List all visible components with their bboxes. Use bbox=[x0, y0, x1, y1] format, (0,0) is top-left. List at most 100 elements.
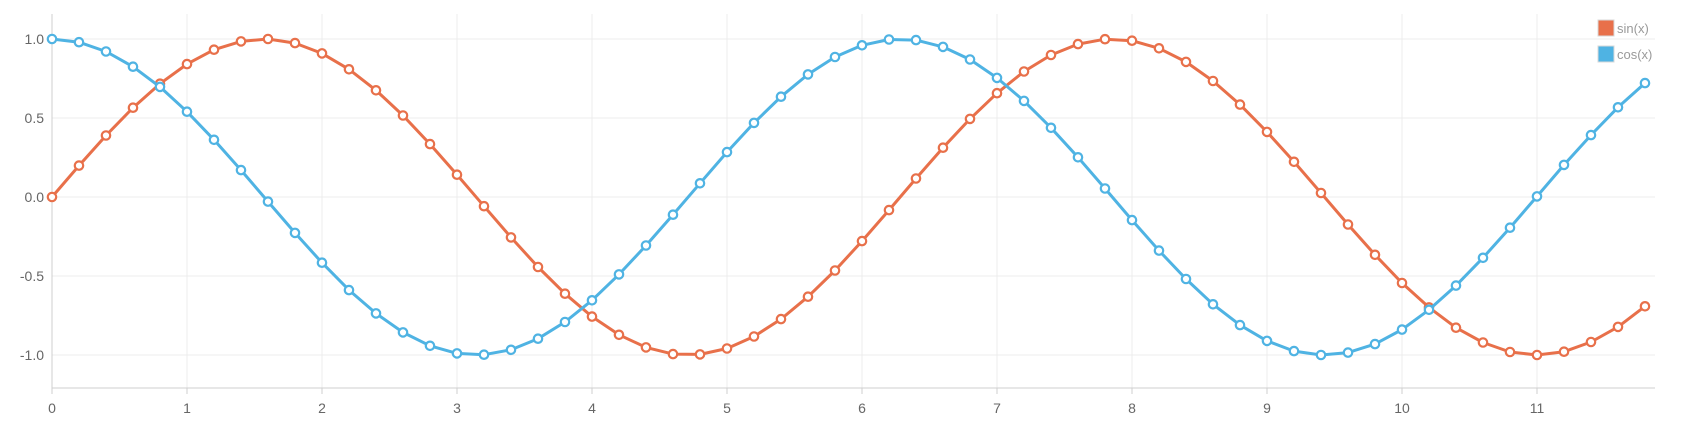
data-point bbox=[856, 39, 868, 51]
series-cos bbox=[46, 33, 1651, 361]
data-point bbox=[991, 72, 1003, 84]
data-point bbox=[1261, 335, 1273, 347]
data-point bbox=[451, 348, 463, 359]
data-point bbox=[1288, 345, 1300, 357]
legend-swatch bbox=[1597, 19, 1615, 37]
data-point bbox=[1396, 324, 1408, 335]
data-point bbox=[964, 54, 976, 65]
data-point bbox=[1126, 214, 1138, 226]
data-point bbox=[1504, 222, 1516, 233]
axes: 0 1 2 3 4 5 6 7 8 9 10 11 1.0 0.5 0.0 -0.5 -1.0 bbox=[20, 14, 1655, 416]
data-point bbox=[532, 261, 544, 273]
data-point bbox=[748, 331, 760, 342]
x-tick-label: 5 bbox=[723, 400, 731, 416]
data-point bbox=[1126, 35, 1138, 46]
data-point bbox=[991, 87, 1003, 99]
data-point bbox=[397, 327, 409, 338]
data-point bbox=[1207, 298, 1219, 310]
data-point bbox=[1342, 219, 1354, 230]
data-point bbox=[1639, 300, 1651, 312]
data-point bbox=[1180, 56, 1192, 68]
x-tick-label: 6 bbox=[858, 400, 866, 416]
data-point bbox=[1450, 322, 1462, 333]
data-point bbox=[1099, 183, 1111, 194]
data-point bbox=[127, 61, 139, 72]
data-point bbox=[262, 33, 274, 45]
data-point bbox=[343, 64, 355, 75]
data-point bbox=[613, 269, 625, 280]
data-point bbox=[1531, 349, 1543, 361]
data-point bbox=[370, 85, 382, 96]
data-point bbox=[1288, 156, 1300, 168]
data-point bbox=[1396, 277, 1408, 289]
data-point bbox=[316, 257, 328, 268]
data-point bbox=[964, 113, 976, 125]
data-point bbox=[1045, 49, 1057, 61]
data-point bbox=[883, 204, 895, 216]
data-point bbox=[1423, 304, 1435, 316]
data-point bbox=[316, 48, 328, 59]
data-point bbox=[910, 34, 922, 46]
data-point bbox=[721, 343, 733, 354]
data-point bbox=[1477, 337, 1489, 348]
data-point bbox=[910, 173, 922, 184]
data-point bbox=[559, 316, 571, 328]
data-point bbox=[289, 227, 301, 239]
data-point bbox=[559, 288, 571, 299]
data-point bbox=[1261, 126, 1273, 138]
data-point bbox=[1504, 346, 1516, 358]
x-tick-label: 1 bbox=[183, 400, 191, 416]
data-point bbox=[1639, 77, 1651, 89]
data-point bbox=[1153, 245, 1165, 256]
data-point bbox=[586, 311, 598, 322]
data-point bbox=[181, 58, 193, 70]
data-point bbox=[1450, 280, 1462, 291]
data-point bbox=[856, 235, 868, 247]
data-point bbox=[586, 294, 598, 306]
data-point bbox=[802, 291, 814, 302]
data-point bbox=[1558, 159, 1570, 171]
y-tick-label: 0.0 bbox=[25, 189, 45, 205]
data-point bbox=[343, 284, 355, 296]
data-point bbox=[235, 164, 247, 176]
x-tick-label: 4 bbox=[588, 400, 596, 416]
data-point bbox=[775, 91, 787, 102]
data-point bbox=[73, 160, 85, 171]
data-point bbox=[1234, 99, 1246, 110]
legend: sin(x) cos(x) bbox=[1597, 19, 1652, 63]
data-point bbox=[505, 344, 517, 356]
data-point bbox=[1369, 249, 1381, 261]
y-tick-label: -1.0 bbox=[20, 347, 44, 363]
y-tick-label: 1.0 bbox=[25, 31, 45, 47]
data-point bbox=[235, 36, 247, 47]
data-point bbox=[1531, 191, 1543, 202]
data-point bbox=[532, 333, 544, 344]
data-point bbox=[46, 33, 58, 45]
data-point bbox=[1072, 38, 1084, 50]
data-point bbox=[208, 44, 220, 55]
data-point bbox=[613, 329, 625, 341]
data-point bbox=[46, 191, 58, 203]
data-point bbox=[1612, 321, 1624, 333]
legend-label: sin(x) bbox=[1617, 21, 1649, 36]
data-point bbox=[1558, 346, 1570, 357]
data-point bbox=[73, 36, 85, 48]
data-point bbox=[1315, 349, 1327, 361]
data-point bbox=[289, 37, 301, 49]
data-point bbox=[721, 146, 733, 158]
series-group bbox=[46, 33, 1651, 361]
data-point bbox=[829, 51, 841, 63]
data-point bbox=[1369, 338, 1381, 350]
data-point bbox=[667, 348, 679, 360]
x-tick-label: 0 bbox=[48, 400, 56, 416]
x-tick-label: 11 bbox=[1530, 400, 1545, 416]
data-point bbox=[1180, 273, 1192, 285]
data-point bbox=[829, 265, 841, 276]
data-point bbox=[1045, 122, 1057, 134]
data-point bbox=[1099, 33, 1111, 45]
grid bbox=[51, 14, 1655, 388]
data-point bbox=[1585, 336, 1597, 348]
data-point bbox=[181, 106, 193, 117]
